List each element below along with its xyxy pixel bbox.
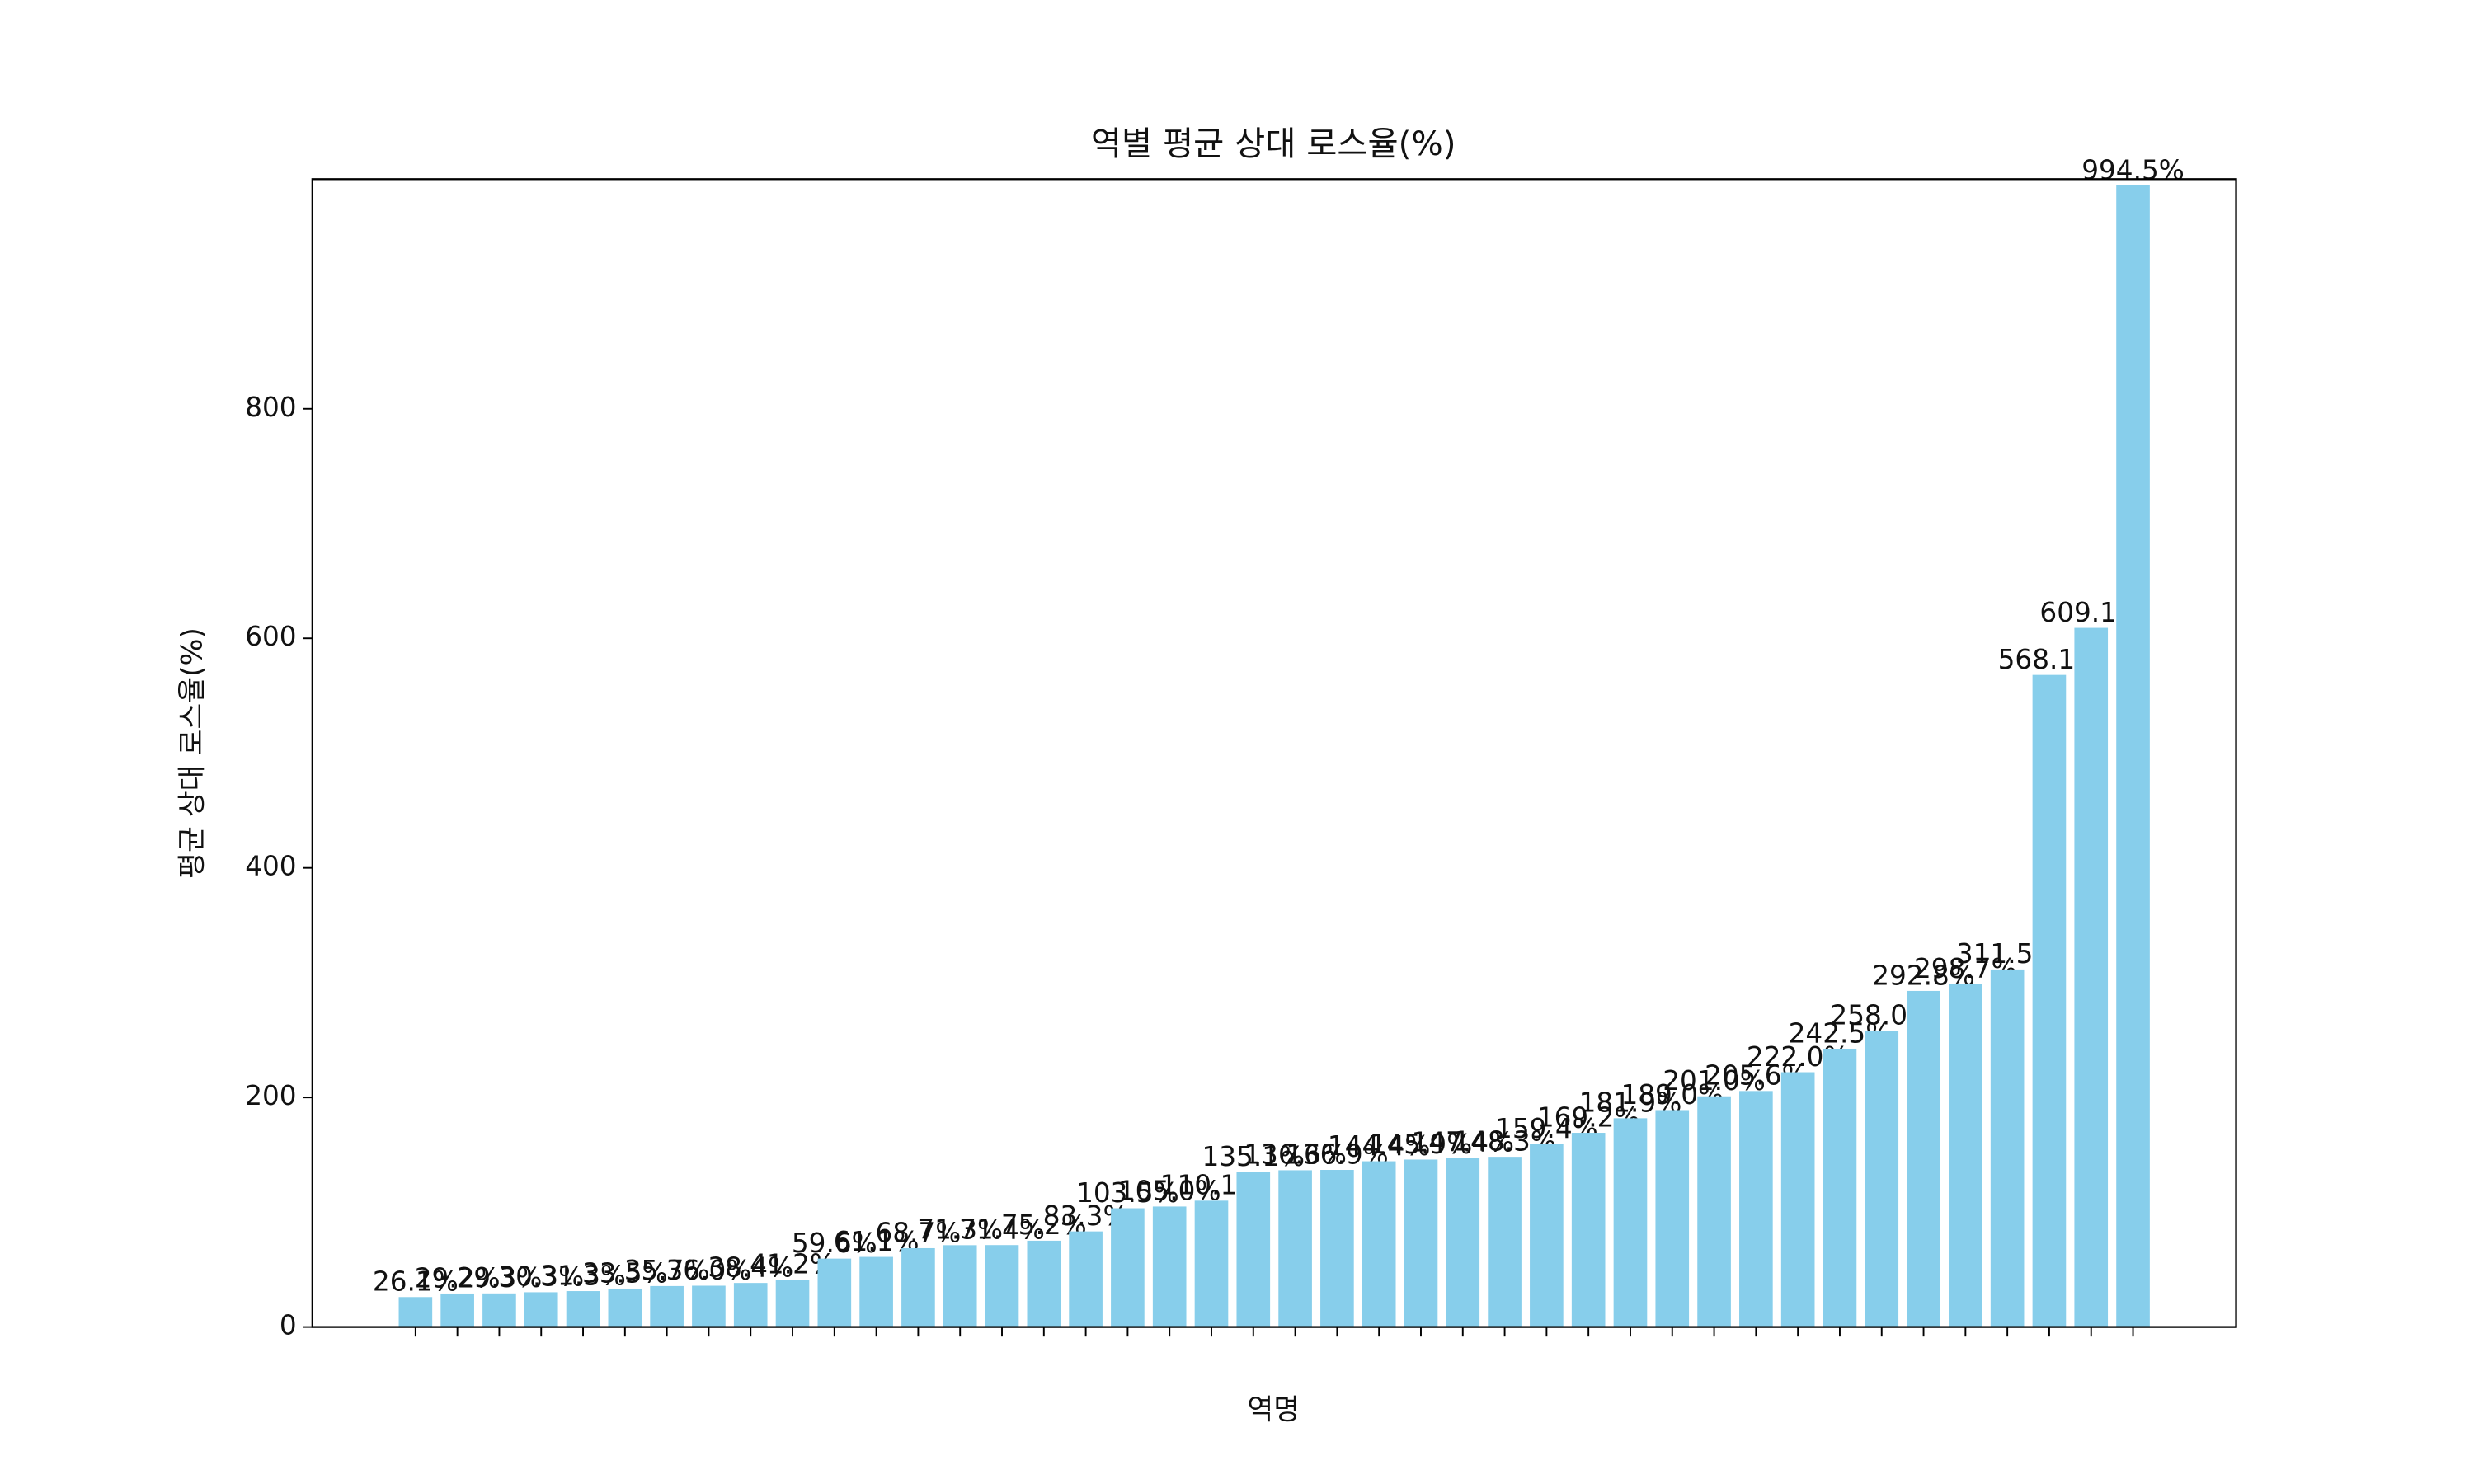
bar	[1865, 1031, 1899, 1327]
bar	[1949, 984, 1982, 1327]
chart-title: 역별 평균 상대 로스율(%)	[1091, 124, 1456, 163]
value-label: 135.1%	[1202, 1141, 1305, 1172]
y-tick-label: 400	[245, 851, 296, 882]
bar	[608, 1288, 642, 1327]
bar	[1320, 1170, 1354, 1327]
bar	[1194, 1200, 1229, 1327]
bar	[1613, 1118, 1648, 1327]
y-axis-label: 평균 상대 로스율(%)	[176, 627, 209, 879]
bar	[1111, 1208, 1145, 1327]
bar	[482, 1293, 516, 1327]
bar	[650, 1285, 684, 1327]
value-label: 36.0%	[666, 1255, 752, 1286]
bar	[1278, 1170, 1312, 1327]
value-label: 144.4%	[1328, 1130, 1431, 1162]
bar	[985, 1245, 1019, 1327]
bar	[1027, 1240, 1061, 1327]
value-label: 26.1%	[373, 1266, 459, 1298]
bar	[1488, 1157, 1522, 1327]
x-axis-label: 역명	[1247, 1394, 1300, 1427]
bar	[1446, 1158, 1480, 1327]
bar	[1069, 1231, 1103, 1327]
bar	[398, 1297, 433, 1327]
bar	[1655, 1110, 1690, 1327]
bar	[859, 1256, 893, 1327]
plot-frame	[311, 178, 2237, 1328]
value-label: 35.7%	[624, 1255, 710, 1286]
bar	[692, 1285, 726, 1327]
bar	[1907, 990, 1940, 1327]
bar	[1152, 1206, 1187, 1327]
bar	[1530, 1144, 1564, 1327]
bar	[440, 1293, 474, 1327]
bar	[1990, 969, 2025, 1327]
bar	[733, 1283, 768, 1327]
bar	[524, 1292, 558, 1327]
bar	[775, 1280, 810, 1327]
value-label: 38.4%	[708, 1252, 793, 1283]
y-tick-label: 0	[280, 1310, 297, 1341]
bar	[817, 1258, 852, 1327]
bar	[566, 1291, 600, 1327]
bar	[1780, 1072, 1815, 1327]
bar	[1739, 1091, 1773, 1327]
bar	[1571, 1133, 1606, 1327]
value-label: 994.5%	[2081, 154, 2185, 186]
bar	[2032, 674, 2067, 1327]
bar	[1823, 1048, 1857, 1327]
value-label: 103.5%	[1076, 1177, 1179, 1209]
value-label: 68.7%	[875, 1217, 961, 1248]
value-label: 145.9%	[1370, 1129, 1473, 1160]
value-label: 31.3%	[540, 1260, 626, 1291]
value-label: 71.3%	[917, 1214, 1003, 1246]
y-tick-label: 200	[245, 1080, 296, 1111]
value-label: 59.6%	[792, 1228, 877, 1259]
bar	[943, 1245, 977, 1327]
bar	[1697, 1096, 1731, 1327]
value-label: 29.2%	[415, 1262, 501, 1294]
bar	[2074, 627, 2109, 1327]
bar	[901, 1247, 935, 1327]
bar	[1404, 1159, 1438, 1327]
y-tick-label: 800	[245, 392, 296, 423]
value-label: 29.3%	[457, 1262, 543, 1294]
bar	[1362, 1161, 1396, 1327]
value-label: 147.4%	[1411, 1127, 1514, 1158]
bar	[2116, 185, 2150, 1327]
value-label: 71.4%	[959, 1214, 1045, 1246]
bar	[1236, 1172, 1271, 1327]
value-label: 136.6%	[1244, 1139, 1347, 1171]
value-label: 30.3%	[498, 1261, 584, 1293]
value-label: 33.5%	[582, 1257, 668, 1289]
y-tick-label: 600	[245, 621, 296, 652]
